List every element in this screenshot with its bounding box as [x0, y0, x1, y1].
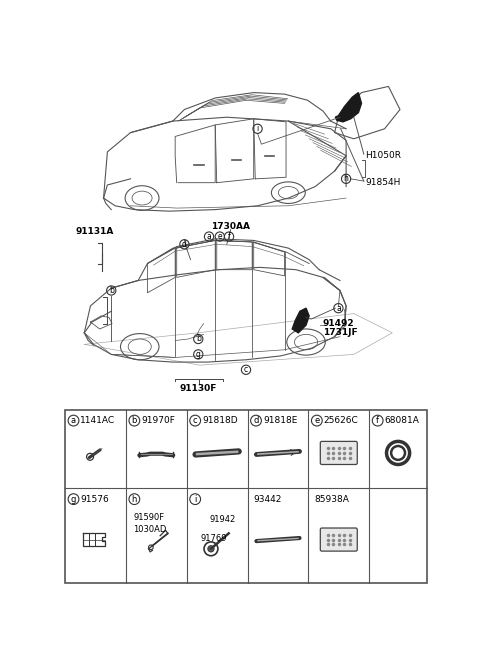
- Bar: [65, 410, 427, 583]
- Text: 25626C: 25626C: [324, 416, 359, 425]
- Text: f: f: [228, 232, 230, 241]
- Text: 91970F: 91970F: [141, 416, 175, 425]
- Text: a: a: [207, 232, 211, 241]
- Text: 91492: 91492: [323, 319, 355, 328]
- Text: 91818D: 91818D: [202, 416, 238, 425]
- Text: H1050R: H1050R: [365, 152, 401, 160]
- Text: d: d: [182, 240, 187, 249]
- Polygon shape: [336, 92, 361, 122]
- Text: b: b: [109, 286, 114, 295]
- FancyBboxPatch shape: [320, 441, 357, 464]
- Text: 91131A: 91131A: [75, 227, 113, 236]
- Text: g: g: [196, 350, 201, 359]
- Text: a: a: [71, 416, 76, 425]
- Text: 91818E: 91818E: [263, 416, 297, 425]
- Text: i: i: [256, 124, 259, 133]
- Text: i: i: [194, 495, 196, 504]
- Text: 91576: 91576: [81, 495, 109, 504]
- Text: 85938A: 85938A: [314, 495, 349, 504]
- Text: g: g: [71, 495, 76, 504]
- Text: e: e: [314, 416, 320, 425]
- Text: b: b: [196, 335, 201, 344]
- Text: 91590F
1030AD: 91590F 1030AD: [133, 513, 167, 535]
- Text: b: b: [132, 416, 137, 425]
- Text: f: f: [376, 416, 379, 425]
- Text: 68081A: 68081A: [384, 416, 420, 425]
- Text: 91130F: 91130F: [180, 384, 217, 393]
- Circle shape: [208, 546, 214, 552]
- Text: 91769: 91769: [201, 534, 227, 543]
- Text: a: a: [336, 304, 341, 313]
- FancyBboxPatch shape: [320, 528, 357, 551]
- Text: 1730AA: 1730AA: [211, 222, 250, 231]
- Text: e: e: [217, 232, 222, 241]
- Polygon shape: [292, 308, 309, 333]
- Text: 1141AC: 1141AC: [81, 416, 116, 425]
- Text: 1731JF: 1731JF: [323, 328, 358, 337]
- Text: h: h: [344, 174, 348, 183]
- Text: 91854H: 91854H: [365, 178, 401, 187]
- Text: 91942: 91942: [210, 515, 236, 523]
- Text: c: c: [193, 416, 197, 425]
- Text: d: d: [253, 416, 259, 425]
- Text: h: h: [132, 495, 137, 504]
- Text: c: c: [244, 365, 248, 375]
- Text: 93442: 93442: [254, 495, 282, 504]
